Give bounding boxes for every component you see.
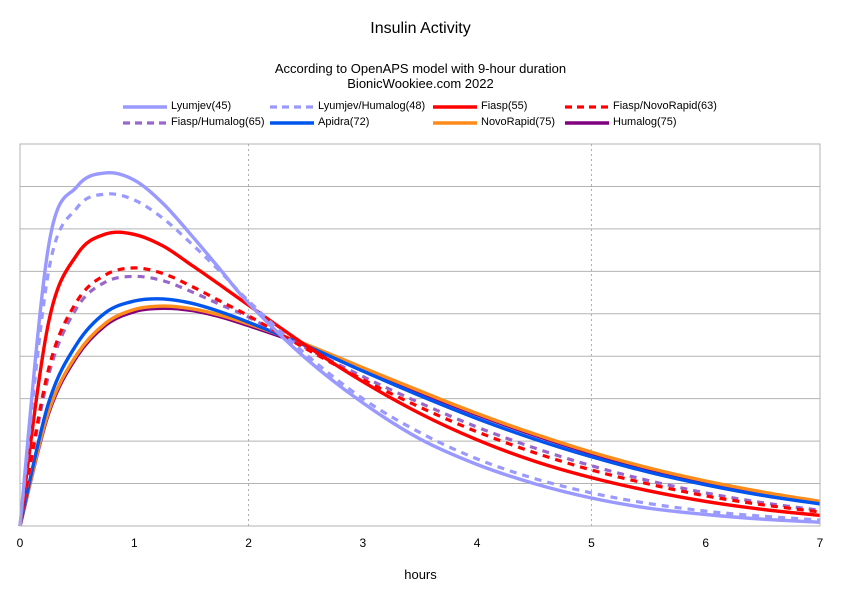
plot-frame xyxy=(19,143,821,527)
legend-label-humalog: Humalog(75) xyxy=(613,116,677,128)
chart-subtitle-line-2: BionicWookiee.com 2022 xyxy=(347,76,494,91)
legend-label-fiasp: Fiasp(55) xyxy=(481,100,528,112)
legend: Lyumjev(45) Lyumjev/Humalog(48) Fiasp(55… xyxy=(0,99,841,135)
legend-swatch-apidra xyxy=(270,121,314,125)
x-tick-labels: 0 1 2 3 4 5 6 7 xyxy=(17,536,824,550)
x-tick-label: 4 xyxy=(474,536,481,550)
x-axis-label: hours xyxy=(404,567,437,582)
legend-swatch-lyumjev-humalog xyxy=(270,105,314,109)
grid-lines xyxy=(20,144,820,526)
chart-title: Insulin Activity xyxy=(370,20,471,37)
series-line xyxy=(18,170,821,527)
chart-subtitle-line-1: According to OpenAPS model with 9-hour d… xyxy=(274,61,567,76)
legend-label-lyumjev-humalog: Lyumjev/Humalog(48) xyxy=(318,100,426,112)
x-tick-label: 0 xyxy=(17,536,24,550)
series-line xyxy=(18,274,821,527)
series-line xyxy=(18,230,821,527)
x-tick-label: 3 xyxy=(360,536,367,550)
legend-swatch-fiasp xyxy=(433,105,477,109)
legend-label-fiasp-humalog: Fiasp/Humalog(65) xyxy=(171,116,265,128)
x-tick-label: 5 xyxy=(588,536,595,550)
legend-label-fiasp-novorapid: Fiasp/NovoRapid(63) xyxy=(613,100,717,112)
series-lines xyxy=(18,170,821,527)
series-line xyxy=(18,266,821,527)
series-line xyxy=(18,304,821,527)
legend-swatch-novorapid xyxy=(433,121,477,125)
legend-label-lyumjev: Lyumjev(45) xyxy=(171,100,232,112)
legend-label-apidra: Apidra(72) xyxy=(318,116,370,128)
x-tick-label: 1 xyxy=(131,536,138,550)
series-line xyxy=(18,192,821,527)
legend-swatch-lyumjev xyxy=(123,105,167,109)
x-tick-label: 6 xyxy=(702,536,709,550)
legend-swatch-fiasp-novorapid xyxy=(565,105,609,109)
x-tick-label: 2 xyxy=(245,536,252,550)
x-tick-label: 7 xyxy=(817,536,824,550)
legend-swatch-humalog xyxy=(565,121,609,125)
legend-label-novorapid: NovoRapid(75) xyxy=(481,116,555,128)
legend-swatch-fiasp-humalog xyxy=(123,121,167,125)
